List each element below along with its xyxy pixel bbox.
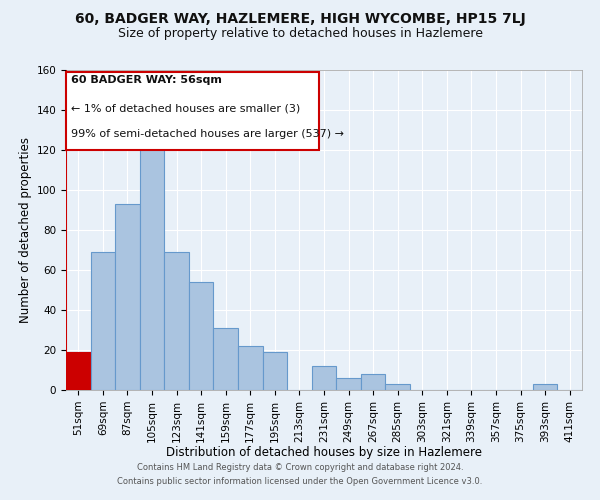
Bar — [189, 282, 214, 390]
Bar — [91, 252, 115, 390]
Bar — [140, 148, 164, 390]
Bar — [312, 366, 336, 390]
Bar — [533, 384, 557, 390]
Y-axis label: Number of detached properties: Number of detached properties — [19, 137, 32, 323]
X-axis label: Distribution of detached houses by size in Hazlemere: Distribution of detached houses by size … — [166, 446, 482, 459]
Text: Contains HM Land Registry data © Crown copyright and database right 2024.: Contains HM Land Registry data © Crown c… — [137, 464, 463, 472]
Bar — [115, 204, 140, 390]
Bar — [361, 374, 385, 390]
Bar — [385, 384, 410, 390]
Bar — [263, 352, 287, 390]
Bar — [336, 378, 361, 390]
Text: Size of property relative to detached houses in Hazlemere: Size of property relative to detached ho… — [118, 28, 482, 40]
Text: 99% of semi-detached houses are larger (537) →: 99% of semi-detached houses are larger (… — [71, 129, 344, 139]
Bar — [214, 328, 238, 390]
FancyBboxPatch shape — [66, 72, 319, 150]
Bar — [66, 352, 91, 390]
Text: 60 BADGER WAY: 56sqm: 60 BADGER WAY: 56sqm — [71, 75, 222, 85]
Bar — [238, 346, 263, 390]
Bar — [164, 252, 189, 390]
Text: ← 1% of detached houses are smaller (3): ← 1% of detached houses are smaller (3) — [71, 104, 301, 114]
Text: Contains public sector information licensed under the Open Government Licence v3: Contains public sector information licen… — [118, 477, 482, 486]
Text: 60, BADGER WAY, HAZLEMERE, HIGH WYCOMBE, HP15 7LJ: 60, BADGER WAY, HAZLEMERE, HIGH WYCOMBE,… — [74, 12, 526, 26]
